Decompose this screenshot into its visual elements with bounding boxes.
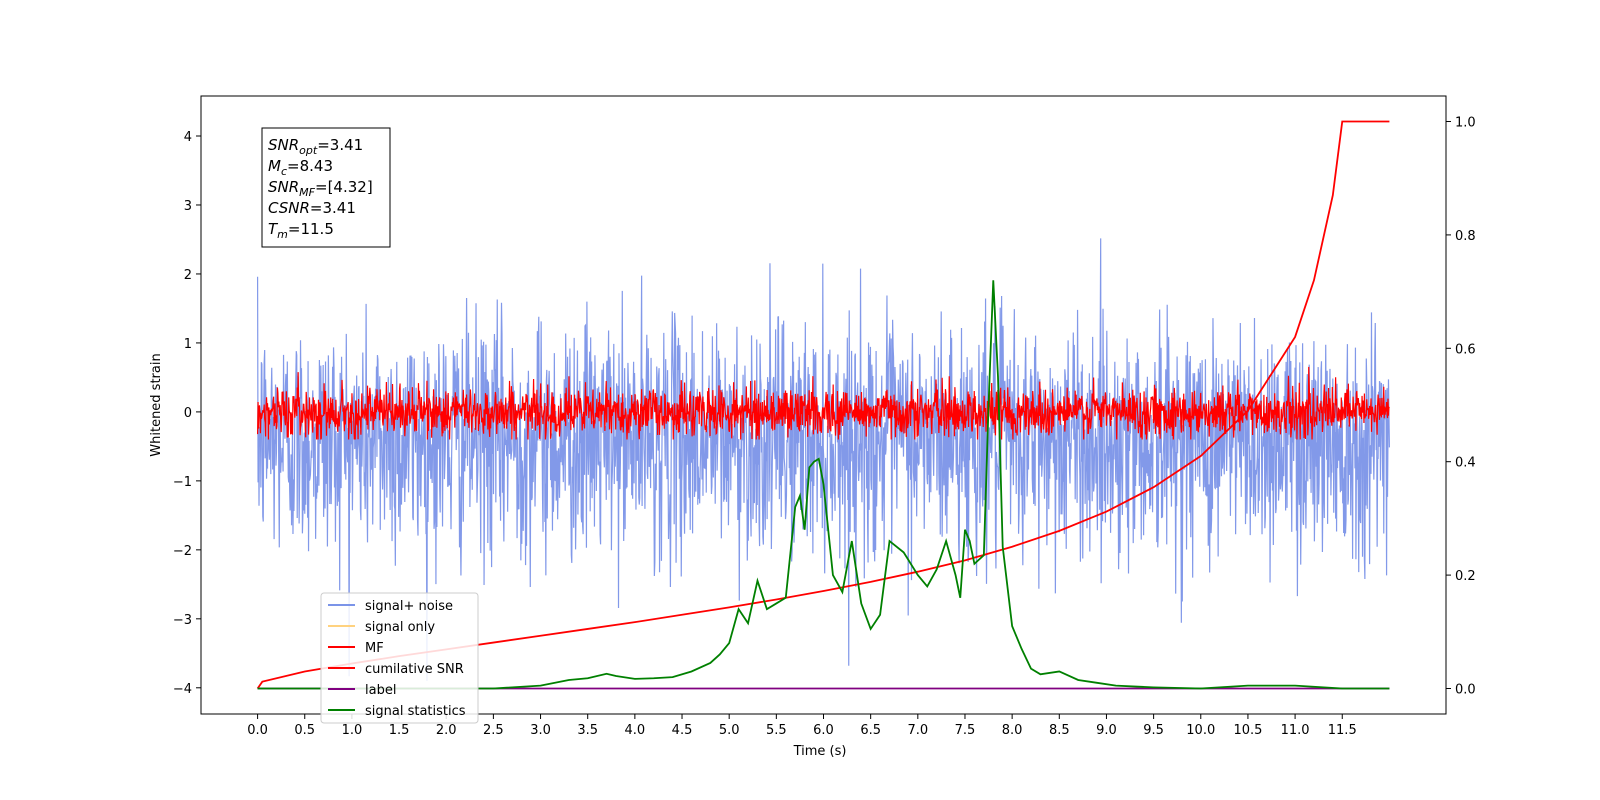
y-right-tick-label: 0.0 bbox=[1455, 682, 1476, 697]
y-left-tick-label: −1 bbox=[173, 475, 192, 490]
annotation-frame bbox=[261, 127, 391, 248]
legend-item: label bbox=[328, 683, 396, 698]
annotation-line: SNRMF=[4.32] bbox=[268, 178, 373, 199]
x-axis-label: Time (s) bbox=[793, 744, 847, 759]
mf-series bbox=[256, 366, 1390, 440]
x-tick-label: 5.0 bbox=[719, 723, 740, 738]
x-tick-label: 7.5 bbox=[955, 723, 976, 738]
y-left-tick-label: 1 bbox=[184, 337, 192, 352]
x-tick-label: 7.0 bbox=[907, 723, 928, 738]
legend-item: cumilative SNR bbox=[328, 662, 464, 677]
y-left-tick-label: 2 bbox=[184, 268, 192, 283]
x-tick-label: 3.0 bbox=[530, 723, 551, 738]
y-right-tick-label: 0.6 bbox=[1455, 342, 1476, 357]
y-right-tick-label: 0.4 bbox=[1455, 456, 1476, 471]
x-tick-label: 4.0 bbox=[625, 723, 646, 738]
y-left-tick-label: −2 bbox=[173, 544, 192, 559]
legend-label: cumilative SNR bbox=[365, 662, 464, 677]
y-left-tick-label: −3 bbox=[173, 613, 192, 628]
annotation-line: CSNR=3.41 bbox=[268, 199, 356, 217]
x-tick-label: 6.0 bbox=[813, 723, 834, 738]
x-tick-label: 0.0 bbox=[247, 723, 268, 738]
y-left-tick-label: 0 bbox=[184, 406, 192, 421]
x-tick-label: 3.5 bbox=[577, 723, 598, 738]
legend-item: signal+ noise bbox=[328, 599, 453, 614]
y-axis-left: −4 −3 −2 −1 0 1 2 3 4 bbox=[173, 130, 201, 697]
legend-item: signal only bbox=[328, 620, 435, 635]
x-tick-label: 2.0 bbox=[436, 723, 457, 738]
annotation-line: SNRopt=3.41 bbox=[268, 136, 363, 157]
x-tick-label: 8.5 bbox=[1049, 723, 1070, 738]
annotation-line: Tm=11.5 bbox=[268, 220, 334, 241]
y-right-tick-label: 0.8 bbox=[1455, 229, 1476, 244]
x-tick-label: 1.0 bbox=[342, 723, 363, 738]
x-tick-label: 8.0 bbox=[1002, 723, 1023, 738]
legend-item: MF bbox=[328, 641, 384, 656]
legend-item: signal statistics bbox=[328, 704, 466, 719]
x-tick-label: 9.0 bbox=[1096, 723, 1117, 738]
y-right-tick-label: 1.0 bbox=[1455, 116, 1476, 131]
signal-statistics-series bbox=[257, 280, 1390, 690]
x-axis: 0.0 0.5 1.0 1.5 2.0 2.5 3.0 3.5 4.0 4.5 5.0 5.5 6.0 6… bbox=[247, 714, 1357, 738]
legend-label: signal statistics bbox=[365, 704, 466, 719]
x-tick-label: 5.5 bbox=[766, 723, 787, 738]
x-tick-label: 0.5 bbox=[294, 723, 315, 738]
legend-label: label bbox=[365, 683, 396, 698]
x-tick-label: 9.5 bbox=[1143, 723, 1164, 738]
y-left-tick-label: −4 bbox=[173, 682, 192, 697]
legend-label: signal only bbox=[365, 620, 435, 635]
y-right-tick-label: 0.2 bbox=[1455, 569, 1476, 584]
y-left-tick-label: 4 bbox=[184, 130, 192, 145]
legend-frame bbox=[320, 592, 479, 724]
x-tick-label: 11.0 bbox=[1281, 723, 1310, 738]
x-tick-label: 10.0 bbox=[1186, 723, 1215, 738]
x-tick-label: 10.5 bbox=[1233, 723, 1262, 738]
legend: signal+ noise signal only MF cumilative SNR… bbox=[320, 592, 479, 724]
annotation-line: Mc=8.43 bbox=[268, 157, 333, 178]
x-tick-label: 4.5 bbox=[672, 723, 693, 738]
y-axis-label: Whitened strain bbox=[149, 353, 164, 456]
legend-label: MF bbox=[365, 641, 384, 656]
x-tick-label: 2.5 bbox=[483, 723, 504, 738]
x-tick-label: 11.5 bbox=[1328, 723, 1357, 738]
y-left-tick-label: 3 bbox=[184, 199, 192, 214]
y-axis-right: 0.0 0.2 0.4 0.6 0.8 1.0 bbox=[1446, 116, 1476, 697]
x-tick-label: 1.5 bbox=[389, 723, 410, 738]
x-tick-label: 6.5 bbox=[860, 723, 881, 738]
legend-label: signal+ noise bbox=[365, 599, 453, 614]
